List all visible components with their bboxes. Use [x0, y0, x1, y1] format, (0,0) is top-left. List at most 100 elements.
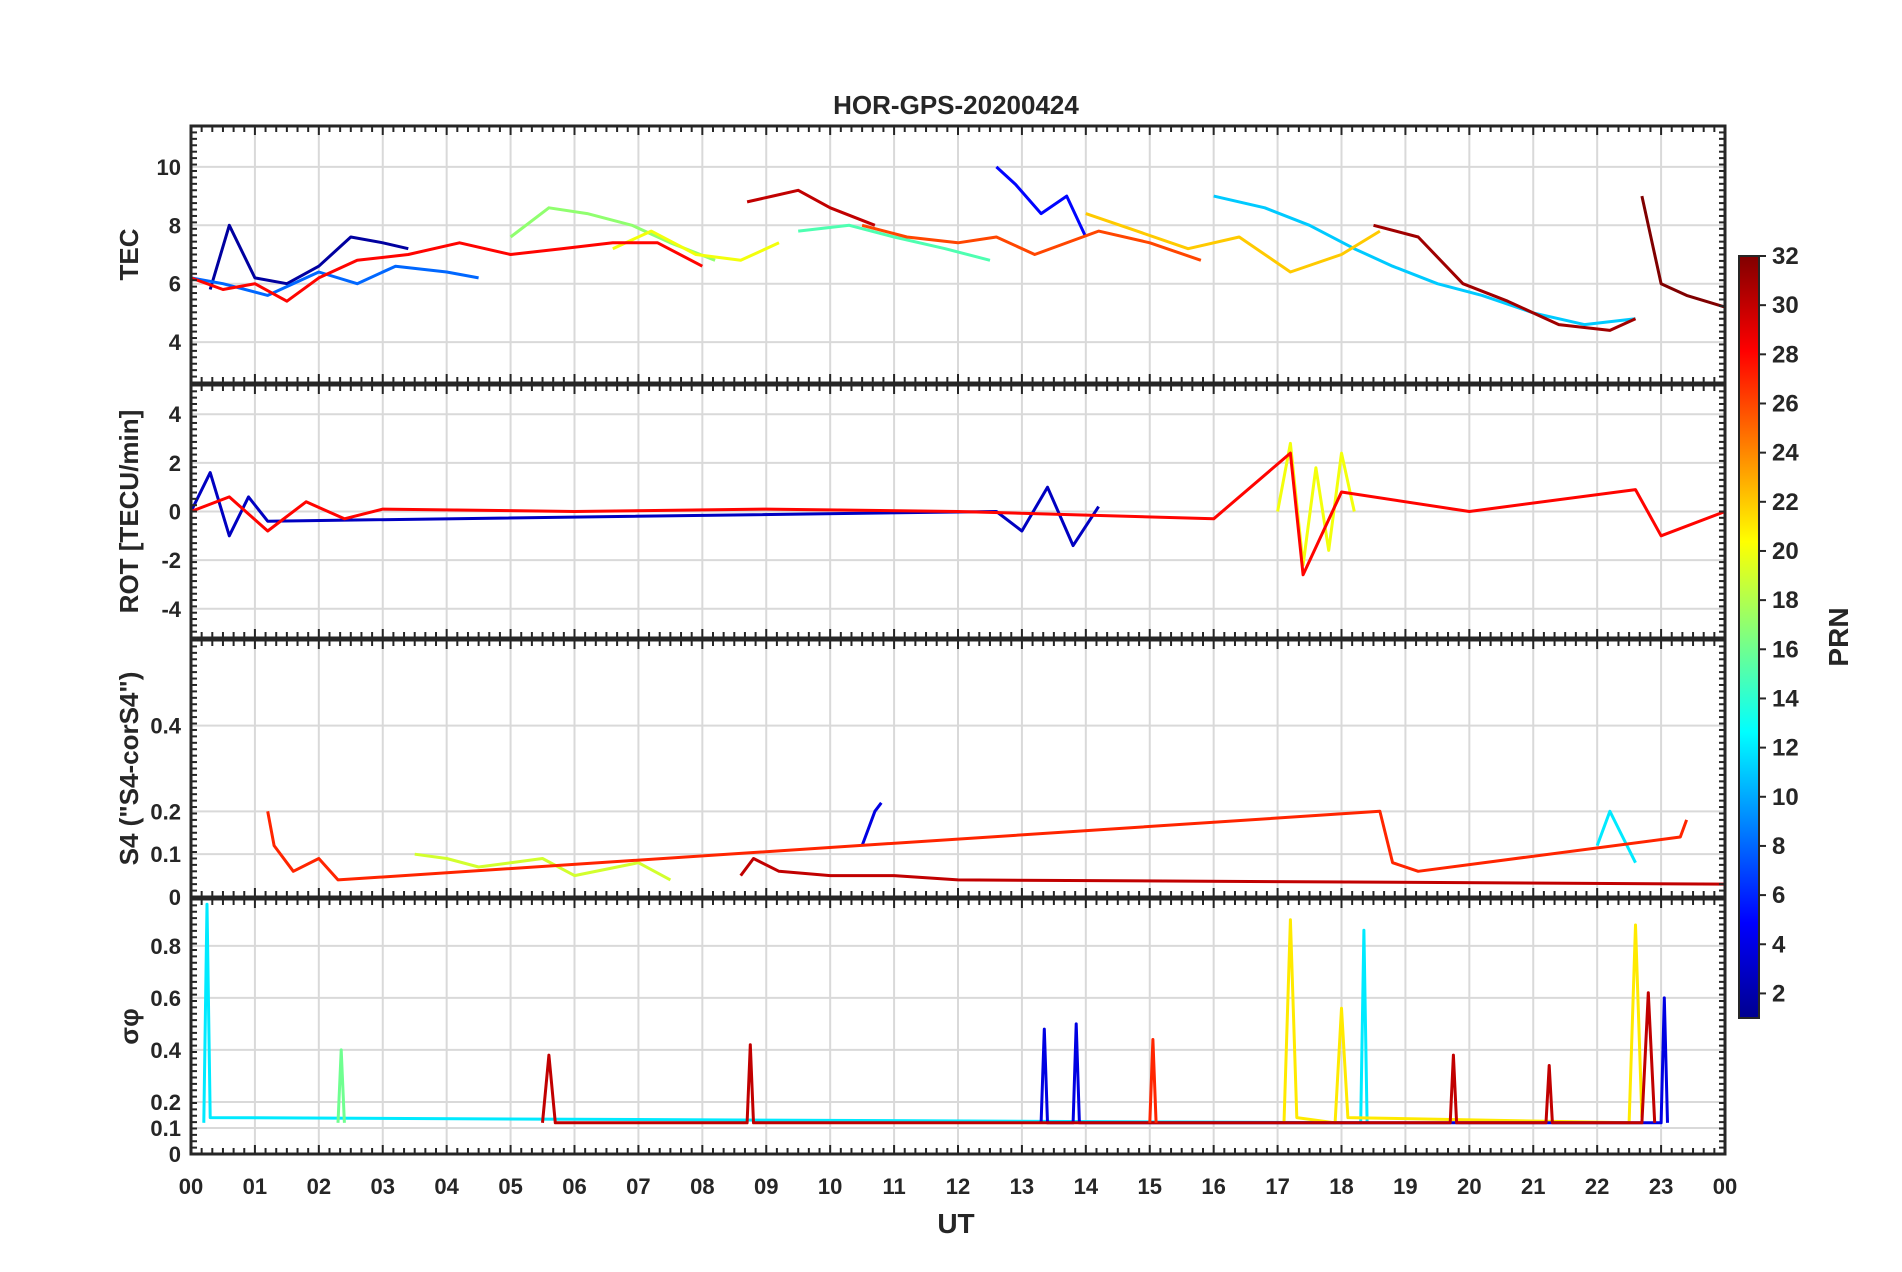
- x-tick-label: 18: [1329, 1174, 1353, 1199]
- y-tick-label: 6: [169, 272, 181, 297]
- colorbar-tick-label: 18: [1772, 587, 1799, 614]
- y-tick-label: 8: [169, 213, 181, 238]
- series-line-prn-4: [860, 801, 883, 847]
- series-line-prn-12: [202, 902, 1369, 1125]
- x-tick-label: 04: [434, 1174, 459, 1199]
- colorbar-tick-label: 30: [1772, 292, 1799, 319]
- y-tick-label: 0.8: [150, 934, 181, 959]
- y-tick-label: 2: [169, 451, 181, 476]
- series-group: [202, 902, 1669, 1125]
- panel-sigma_phi: 00.10.2 0.4 0.6 0.8 σφ: [114, 897, 1727, 1167]
- series-line-prn-11: [1213, 194, 1636, 327]
- y-axis-label-tec: TEC: [114, 228, 144, 280]
- series-line-prn-16: [336, 1048, 346, 1123]
- x-tick-label: 09: [754, 1174, 778, 1199]
- colorbar-tick-label: 32: [1772, 243, 1799, 270]
- panel-rot: -4 -2 0 2 4 ROT [TECU/min]: [114, 383, 1727, 640]
- panel-s4: 0 0.1 0.2 0.4S4 ("S4-corS4"): [114, 638, 1727, 910]
- x-tick-label: 14: [1074, 1174, 1099, 1199]
- x-tick-label: 05: [498, 1174, 522, 1199]
- colorbar-tick-label: 4: [1772, 931, 1786, 958]
- series-line-prn-26: [861, 223, 1202, 262]
- colorbar-tick-label: 10: [1772, 784, 1799, 811]
- series-group: [191, 165, 1725, 332]
- series-line-prn-27: [266, 809, 1689, 882]
- colorbar-tick-label: 6: [1772, 882, 1785, 909]
- series-line-prn-28: [191, 241, 703, 303]
- colorbar-tick-label: 12: [1772, 735, 1799, 762]
- series-line-prn-21: [1282, 918, 1644, 1125]
- y-tick-label: 4: [169, 402, 182, 427]
- y-axis-label-s4: S4 ("S4-corS4"): [114, 672, 144, 866]
- colorbar-tick-label: 26: [1772, 390, 1799, 417]
- series-line-prn-8: [191, 264, 479, 297]
- x-tick-label: 22: [1585, 1174, 1609, 1199]
- x-tick-label: 23: [1649, 1174, 1673, 1199]
- x-tick-label: 06: [562, 1174, 586, 1199]
- series-line-prn-30: [739, 857, 1725, 886]
- series-group: [191, 441, 1725, 577]
- series-line-prn-27: [1148, 1038, 1158, 1123]
- colorbar-tick-label: 16: [1772, 636, 1799, 663]
- series-line-prn-31: [1373, 223, 1637, 332]
- colorbar-tick-label: 24: [1772, 440, 1799, 467]
- y-tick-label: 0.4: [150, 1038, 181, 1063]
- y-tick-label: 0.6: [150, 986, 181, 1011]
- y-tick-label: 0.1: [150, 842, 181, 867]
- x-tick-label: 19: [1393, 1174, 1417, 1199]
- series-group: [266, 801, 1725, 886]
- series-line-prn-32: [1640, 195, 1725, 309]
- series-line-prn-5: [995, 165, 1088, 238]
- series-line-prn-15: [798, 223, 991, 262]
- x-axis-label: UT: [937, 1208, 974, 1239]
- chart-title: HOR-GPS-20200424: [833, 90, 1079, 120]
- colorbar-tick-label: 14: [1772, 685, 1799, 712]
- series-line-prn-4: [1039, 996, 1669, 1125]
- colorbar-tick-label: 20: [1772, 538, 1799, 565]
- colorbar-label: PRN: [1823, 607, 1854, 666]
- y-tick-label: -2: [161, 548, 181, 573]
- x-tick-label: 13: [1010, 1174, 1034, 1199]
- x-tick-label: 11: [882, 1174, 905, 1199]
- series-line-prn-28: [191, 451, 1725, 577]
- y-tick-label: 0: [169, 1142, 181, 1167]
- series-line-prn-2: [208, 223, 409, 290]
- x-tick-label: 08: [690, 1174, 714, 1199]
- y-axis-label-sigma_phi: σφ: [114, 1008, 144, 1044]
- colorbar-tick-label: 22: [1772, 489, 1799, 516]
- x-tick-label: 15: [1138, 1174, 1162, 1199]
- y-tick-label: 10: [157, 155, 181, 180]
- x-tick-label: 07: [626, 1174, 650, 1199]
- x-tick-labels: 00 01 02 03 04 05 06 07 08 09 10 11 12 13 14 15 16 17 18 19…: [179, 1174, 1737, 1199]
- colorbar-tick-label: 8: [1772, 833, 1785, 860]
- y-tick-label: 0.2: [150, 1090, 181, 1115]
- series-line-prn-20: [1276, 441, 1356, 567]
- y-tick-label: 0.4: [150, 714, 181, 739]
- series-line-prn-30: [541, 991, 1657, 1125]
- y-axis-label-rot: ROT [TECU/min]: [114, 410, 144, 614]
- colorbar-gradient: [1738, 255, 1760, 1019]
- y-tick-label: 0: [169, 500, 181, 525]
- colorbar-tick-label: 28: [1772, 341, 1799, 368]
- series-line-prn-19: [414, 852, 672, 882]
- y-tick-label: 0: [169, 885, 181, 910]
- x-tick-label: 01: [243, 1174, 267, 1199]
- y-tick-label: 4: [169, 330, 182, 355]
- y-tick-label: 0.2: [150, 799, 181, 824]
- colorbar-tick-label: 2: [1772, 980, 1785, 1007]
- x-tick-label: 21: [1521, 1174, 1545, 1199]
- x-tick-label: 10: [818, 1174, 842, 1199]
- series-line-prn-3: [191, 471, 1100, 548]
- y-tick-label: -4: [161, 597, 181, 622]
- x-tick-label: 02: [307, 1174, 331, 1199]
- x-tick-label: 03: [371, 1174, 395, 1199]
- series-line-prn-30: [746, 188, 876, 227]
- x-tick-label: 00: [1713, 1174, 1737, 1199]
- series-line-prn-22: [1085, 212, 1381, 274]
- y-tick-label: 0.1: [150, 1116, 181, 1141]
- x-tick-label: 00: [179, 1174, 203, 1199]
- x-tick-label: 20: [1457, 1174, 1481, 1199]
- series-line-prn-20: [612, 229, 780, 262]
